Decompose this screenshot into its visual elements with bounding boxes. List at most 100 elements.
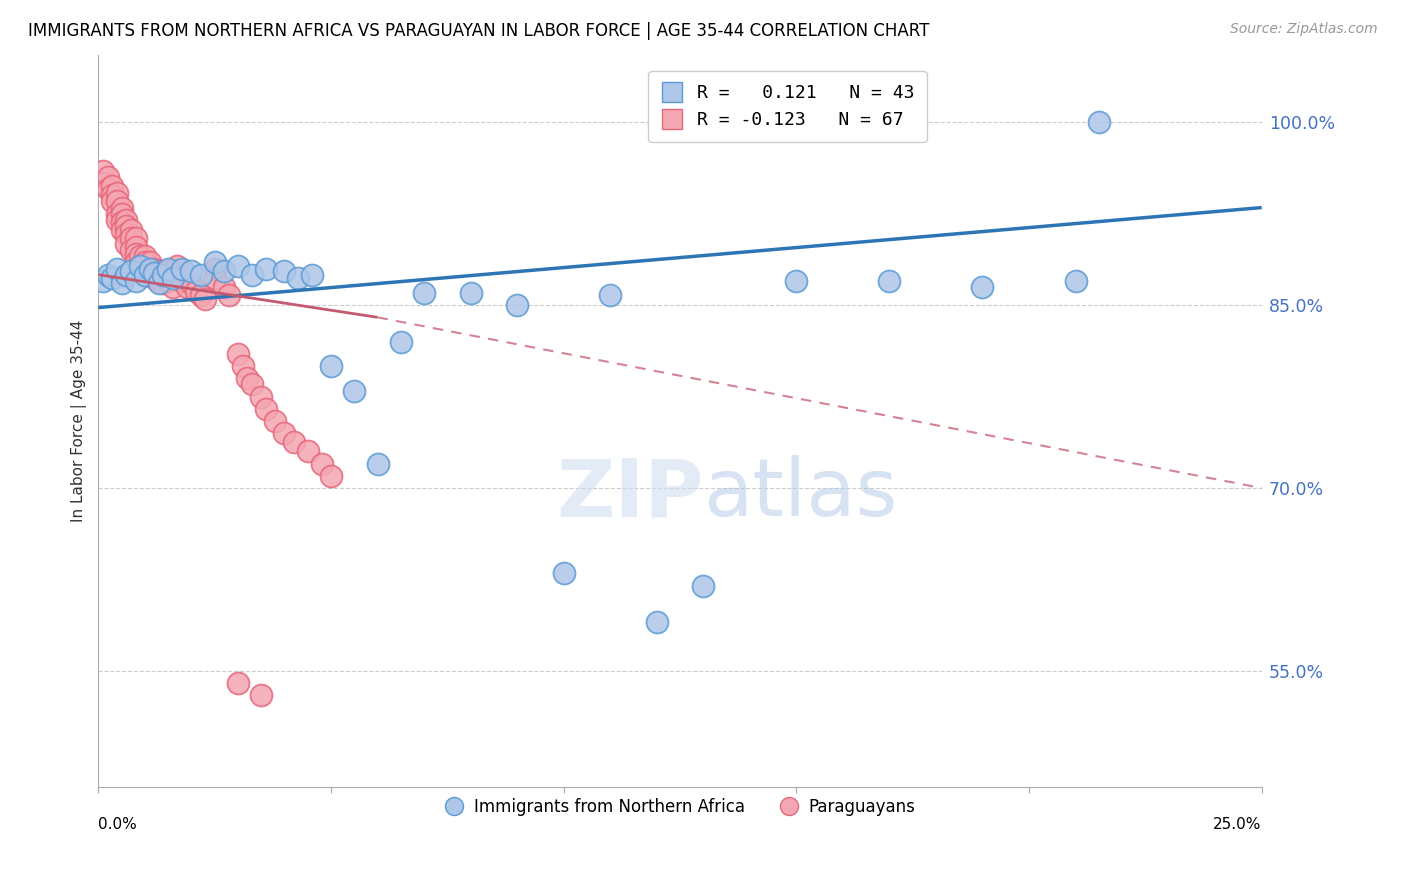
Point: [124, 231, 146, 245]
Point: [162, 271, 184, 285]
Point: [110, 207, 132, 221]
Point: [105, 207, 128, 221]
Point: [264, 414, 287, 428]
Point: [124, 274, 146, 288]
Point: [204, 261, 226, 276]
Point: [120, 222, 142, 236]
Point: [240, 268, 263, 282]
Point: [138, 261, 160, 276]
Legend: Immigrants from Northern Africa, Paraguayans: Immigrants from Northern Africa, Paragua…: [437, 791, 922, 822]
Point: [134, 249, 156, 263]
Point: [176, 280, 198, 294]
Point: [120, 244, 142, 258]
Point: [319, 359, 342, 373]
Point: [91, 176, 114, 190]
Point: [319, 468, 342, 483]
Point: [506, 298, 529, 312]
Point: [254, 261, 277, 276]
Point: [129, 249, 152, 263]
Point: [218, 288, 240, 302]
Point: [134, 268, 156, 282]
Point: [91, 164, 114, 178]
Point: [389, 334, 412, 349]
Text: ZIP: ZIP: [555, 455, 703, 533]
Point: [162, 268, 184, 282]
Point: [172, 274, 194, 288]
Y-axis label: In Labor Force | Age 35-44: In Labor Force | Age 35-44: [72, 320, 87, 522]
Point: [124, 255, 146, 269]
Point: [143, 261, 166, 276]
Point: [1088, 115, 1111, 129]
Point: [254, 401, 277, 416]
Point: [110, 276, 132, 290]
Point: [250, 689, 273, 703]
Point: [105, 194, 128, 209]
Point: [148, 274, 170, 288]
Point: [212, 280, 235, 294]
Point: [148, 264, 170, 278]
Point: [97, 182, 120, 196]
Point: [115, 237, 138, 252]
Point: [190, 268, 212, 282]
Point: [226, 347, 249, 361]
Point: [212, 264, 235, 278]
Point: [124, 247, 146, 261]
Point: [148, 276, 170, 290]
Point: [138, 255, 160, 269]
Point: [297, 444, 319, 458]
Point: [236, 371, 259, 385]
Point: [105, 212, 128, 227]
Point: [301, 268, 323, 282]
Point: [105, 186, 128, 200]
Point: [184, 284, 207, 298]
Point: [194, 292, 217, 306]
Point: [91, 274, 114, 288]
Point: [190, 288, 212, 302]
Point: [152, 268, 174, 282]
Point: [115, 268, 138, 282]
Point: [972, 280, 994, 294]
Point: [110, 222, 132, 236]
Point: [143, 267, 166, 281]
Point: [250, 390, 273, 404]
Point: [110, 201, 132, 215]
Point: [115, 212, 138, 227]
Point: [692, 579, 714, 593]
Point: [134, 255, 156, 269]
Point: [101, 178, 124, 193]
Point: [124, 239, 146, 253]
Point: [879, 274, 901, 288]
Text: Source: ZipAtlas.com: Source: ZipAtlas.com: [1230, 22, 1378, 37]
Point: [143, 271, 166, 285]
Point: [785, 274, 807, 288]
Point: [157, 274, 180, 288]
Point: [110, 215, 132, 229]
Point: [138, 264, 160, 278]
Point: [232, 359, 254, 373]
Point: [180, 276, 202, 290]
Point: [311, 457, 333, 471]
Point: [97, 170, 120, 185]
Point: [134, 268, 156, 282]
Point: [157, 261, 180, 276]
Point: [101, 188, 124, 202]
Point: [240, 377, 263, 392]
Point: [97, 268, 120, 282]
Point: [152, 276, 174, 290]
Point: [204, 271, 226, 285]
Point: [599, 288, 621, 302]
Point: [460, 285, 482, 300]
Text: IMMIGRANTS FROM NORTHERN AFRICA VS PARAGUAYAN IN LABOR FORCE | AGE 35-44 CORRELA: IMMIGRANTS FROM NORTHERN AFRICA VS PARAG…: [28, 22, 929, 40]
Point: [273, 264, 295, 278]
Point: [157, 264, 180, 278]
Point: [273, 426, 295, 441]
Point: [180, 264, 202, 278]
Point: [172, 261, 194, 276]
Point: [120, 231, 142, 245]
Point: [1064, 274, 1087, 288]
Point: [101, 194, 124, 209]
Text: 25.0%: 25.0%: [1213, 817, 1261, 832]
Point: [115, 219, 138, 233]
Point: [129, 259, 152, 273]
Point: [226, 676, 249, 690]
